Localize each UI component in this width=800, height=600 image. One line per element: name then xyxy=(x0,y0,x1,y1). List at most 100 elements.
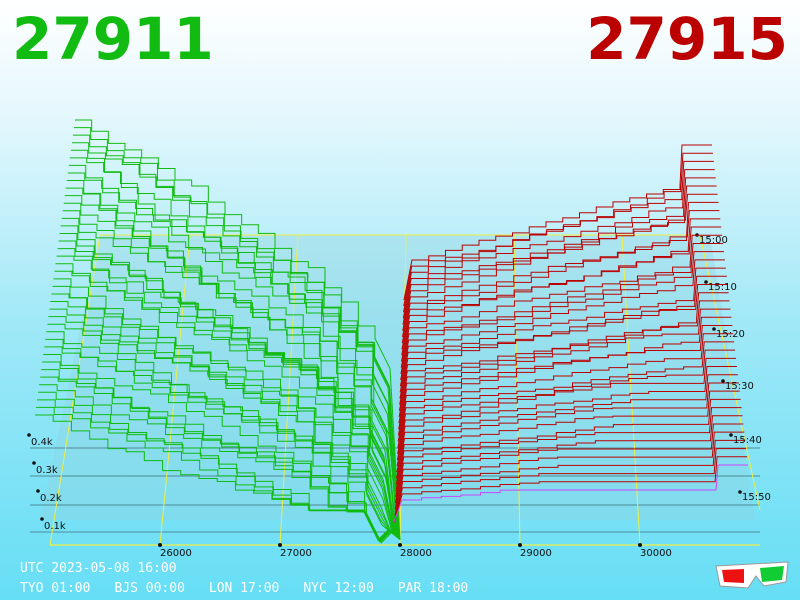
ask-depth-line xyxy=(394,423,744,510)
ask-depth-line xyxy=(398,308,731,424)
ask-depth-line xyxy=(399,283,728,405)
bid-depth-line xyxy=(71,142,400,540)
clock-tyo: TYO 01:00 xyxy=(20,581,91,596)
clock-lon: LON 17:00 xyxy=(208,581,280,596)
ask-depth-line xyxy=(395,398,741,491)
bid-depth-line xyxy=(35,414,389,541)
ask-depth-line xyxy=(397,333,734,442)
ask-depth-line xyxy=(402,160,714,313)
bid-depth-line xyxy=(60,225,397,537)
price-tick-dot xyxy=(398,543,402,547)
price-tick-dot xyxy=(518,543,522,547)
ask-depth-line xyxy=(403,152,713,307)
volume-tick-dot xyxy=(40,517,44,521)
time-tick-dot xyxy=(721,379,725,383)
volume-tick-dot xyxy=(27,433,31,437)
bid-depth-line xyxy=(45,338,392,533)
grid-right-edge xyxy=(699,234,761,511)
ask-depth-line xyxy=(394,448,747,523)
price-tick-dot xyxy=(278,543,282,547)
utc-time: UTC 2023-05-08 16:00 xyxy=(20,561,177,576)
volume-tick-dot xyxy=(32,461,36,465)
volume-tick-label: 0.4k xyxy=(31,437,53,448)
ask-depth-line xyxy=(403,144,712,301)
ask-depth-line xyxy=(401,193,718,338)
ask-depth-line xyxy=(401,210,720,350)
ask-depth-line xyxy=(397,341,735,448)
time-tick-label: 15:20 xyxy=(716,329,745,340)
ask-depth-line xyxy=(393,464,748,523)
ask-depth-line xyxy=(401,218,721,356)
time-tick-label: 15:10 xyxy=(708,282,737,293)
clock-nyc: NYC 12:00 xyxy=(303,581,374,596)
ask-depth-line xyxy=(395,407,742,498)
ask-depth-line xyxy=(397,325,733,436)
bid-depth-line xyxy=(39,384,390,542)
bid-depth-line xyxy=(65,187,398,538)
bid-depth-line xyxy=(49,308,393,534)
bid-depth-line xyxy=(70,149,400,540)
ask-depth-line xyxy=(396,374,738,473)
ask-depth-line xyxy=(396,357,736,461)
ask-depth-line xyxy=(400,226,722,362)
ask-depth-series xyxy=(393,144,748,523)
ask-depth-line xyxy=(395,390,740,485)
bid-depth-line xyxy=(61,217,397,537)
ask-depth-line xyxy=(402,169,715,319)
price-tick-label: 26000 xyxy=(160,548,192,559)
ask-depth-line xyxy=(402,177,716,325)
bid-depth-line xyxy=(62,210,397,537)
volume-tick-label: 0.2k xyxy=(40,493,62,504)
price-tick-dot xyxy=(638,543,642,547)
world-clocks: TYO 01:00 BJS 00:00 LON 17:00 NYC 12:00 PAR … xyxy=(20,581,492,596)
best-ask-price: 27915 xyxy=(586,5,788,73)
bid-depth-line xyxy=(47,323,393,534)
price-tick-label: 29000 xyxy=(520,548,552,559)
ask-depth-line xyxy=(400,234,723,368)
ask-depth-line xyxy=(401,201,719,344)
time-tick-label: 15:50 xyxy=(742,492,771,503)
ask-depth-line xyxy=(393,456,748,523)
bid-depth-line xyxy=(51,293,394,535)
bid-depth-line xyxy=(44,346,392,533)
ask-depth-line xyxy=(399,267,726,393)
bid-depth-line xyxy=(46,331,392,544)
bid-depth-line xyxy=(41,369,391,543)
bid-depth-line xyxy=(40,376,390,542)
price-tick-dot xyxy=(158,543,162,547)
volume-tick-label: 0.3k xyxy=(36,465,58,476)
ask-depth-line xyxy=(394,431,745,516)
time-tick-dot xyxy=(704,280,708,284)
bid-depth-line xyxy=(72,134,400,540)
ask-depth-line xyxy=(400,242,724,374)
price-tick-label: 27000 xyxy=(280,548,312,559)
price-grid-line xyxy=(159,234,191,546)
ask-depth-line xyxy=(396,382,739,479)
ask-depth-line xyxy=(394,439,746,522)
clock-bjs: BJS 00:00 xyxy=(114,581,185,596)
volume-tick-label: 0.1k xyxy=(44,521,66,532)
3d-glasses-icon[interactable] xyxy=(712,558,792,594)
price-grid-line xyxy=(621,234,641,546)
ask-depth-line xyxy=(398,316,732,430)
volume-tick-dot xyxy=(36,489,40,493)
ask-depth-line xyxy=(395,415,743,504)
bid-depth-line xyxy=(64,195,398,538)
time-tick-dot xyxy=(738,490,742,494)
bid-depth-line xyxy=(66,180,399,538)
ask-depth-line xyxy=(399,275,727,399)
bid-depth-line xyxy=(52,285,394,535)
time-tick-label: 15:40 xyxy=(733,435,762,446)
clock-par: PAR 18:00 xyxy=(397,581,469,596)
time-tick-dot xyxy=(712,327,716,331)
axis-labels: 26000 27000 28000 29000 30000 15:00 15:10 15:20… xyxy=(31,235,771,559)
best-bid-price: 27911 xyxy=(12,5,214,73)
ask-depth-line xyxy=(396,366,737,467)
ask-depth-line xyxy=(400,251,724,381)
ask-depth-line xyxy=(398,300,730,418)
price-tick-label: 30000 xyxy=(640,548,672,559)
time-tick-label: 15:00 xyxy=(699,235,728,246)
time-tick-dot xyxy=(729,433,733,437)
time-tick-label: 15:30 xyxy=(725,381,754,392)
